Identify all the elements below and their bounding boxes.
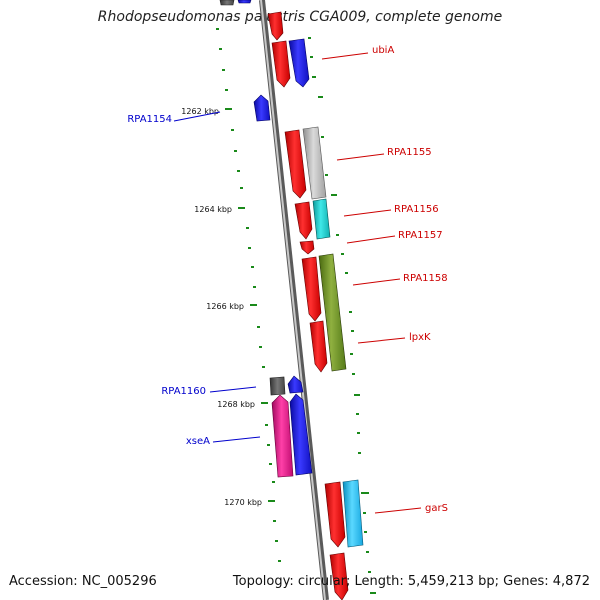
gene-label-ubiA[interactable]: ubiA — [321, 45, 394, 60]
genome-title: Rhodopseudomonas palustris CGA009, compl… — [97, 9, 503, 25]
scale-tick-label: 1264 kbp — [194, 205, 232, 214]
gene-label-text: garS — [425, 503, 448, 514]
gene-label-RPA1160[interactable]: RPA1160 — [161, 386, 257, 397]
gene-label-text: RPA1156 — [394, 204, 439, 215]
gene-label-text: RPA1155 — [387, 147, 432, 158]
scale-tick: 1268 kbp — [217, 400, 268, 409]
gene-arrow-lpxK[interactable] — [309, 320, 328, 373]
scale-tick-label: 1268 kbp — [217, 400, 255, 409]
gene-label-RPA1154[interactable]: RPA1154 — [127, 111, 221, 125]
gene-label-text: xseA — [186, 436, 210, 447]
gene-label-RPA1156[interactable]: RPA1156 — [343, 204, 439, 217]
gene-arrow-xseA[interactable] — [271, 393, 313, 478]
scale-tick: 1270 kbp — [224, 498, 275, 507]
gene-arrow-RPA1155[interactable] — [284, 126, 327, 200]
gene-arrow-RPA1158[interactable] — [301, 253, 347, 372]
gene-label-text: ubiA — [372, 45, 394, 56]
gene-feature-offscreen-top[interactable] — [219, 0, 284, 41]
gene-arrow-garS[interactable] — [324, 479, 364, 548]
gene-label-text: lpxK — [409, 332, 431, 343]
gene-label-text: RPA1154 — [127, 114, 172, 125]
scale-track-right — [308, 37, 376, 594]
accession-text: Accession: NC_005296 — [9, 574, 157, 589]
gene-label-RPA1157[interactable]: RPA1157 — [346, 230, 443, 244]
gene-label-lpxK[interactable]: lpxK — [357, 332, 431, 344]
gene-label-garS[interactable]: garS — [374, 503, 448, 514]
topology-text: Topology: circular; Length: 5,459,213 bp… — [232, 574, 590, 589]
scale-tick: 1262 kbp — [181, 107, 232, 116]
scale-tick-label: 1262 kbp — [181, 107, 219, 116]
gene-arrow-RPA1160[interactable] — [269, 375, 304, 396]
genome-backbone-highlight — [260, 0, 326, 600]
scale-track — [216, 28, 281, 562]
gene-arrow-ubiA[interactable] — [271, 38, 310, 88]
scale-tick: 1266 kbp — [206, 302, 257, 311]
gene-label-text: RPA1157 — [398, 230, 443, 241]
gene-arrow-RPA1154[interactable] — [253, 94, 271, 122]
gene-arrow-RPA1157[interactable] — [299, 240, 315, 255]
scale-tick-label: 1266 kbp — [206, 302, 244, 311]
gene-feature-offscreen-bottom[interactable] — [329, 552, 349, 600]
gene-label-text: RPA1158 — [403, 273, 448, 284]
gene-label-xseA[interactable]: xseA — [186, 436, 261, 447]
gene-label-RPA1158[interactable]: RPA1158 — [352, 273, 448, 286]
gene-label-RPA1155[interactable]: RPA1155 — [336, 147, 432, 161]
scale-tick-label: 1270 kbp — [224, 498, 262, 507]
gene-label-text: RPA1160 — [161, 386, 206, 397]
gene-arrow-RPA1156[interactable] — [294, 198, 331, 240]
scale-tick: 1264 kbp — [194, 205, 245, 214]
